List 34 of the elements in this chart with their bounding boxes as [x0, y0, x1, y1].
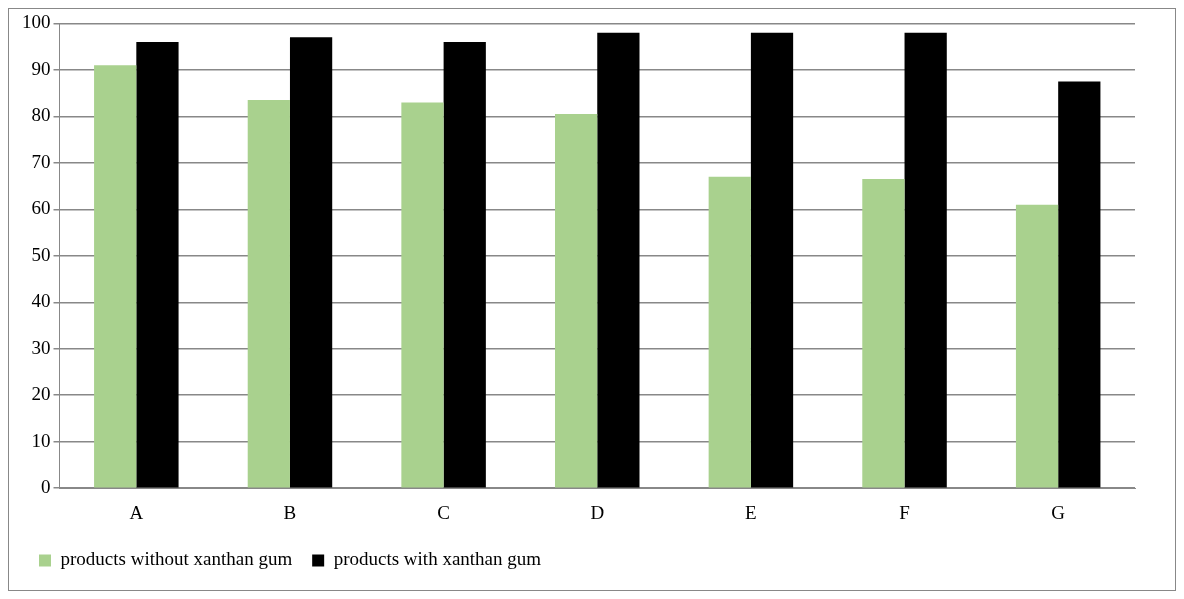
- bar: [1058, 81, 1101, 488]
- y-tick-label: 100: [22, 11, 51, 33]
- y-tick-label: 30: [31, 336, 51, 358]
- y-tick-label: 0: [41, 476, 51, 498]
- bar: [1015, 204, 1059, 488]
- y-tick-label: 70: [31, 150, 51, 172]
- x-tick-label: G: [1051, 501, 1066, 523]
- bar: [94, 65, 137, 488]
- bar: [597, 32, 640, 488]
- y-tick-label: 20: [31, 383, 51, 405]
- y-tick-label: 90: [31, 57, 51, 79]
- bar: [136, 41, 179, 488]
- x-tick-label: C: [437, 501, 450, 523]
- y-tick-label: 80: [31, 104, 51, 126]
- bar: [708, 176, 751, 488]
- y-tick-label: 10: [31, 429, 51, 451]
- x-tick-label: D: [590, 501, 605, 523]
- bar: [750, 32, 794, 488]
- bar: [443, 41, 486, 488]
- bar: [555, 114, 598, 488]
- x-tick-label: B: [283, 501, 297, 523]
- bar: [904, 32, 947, 488]
- legend-label: products without xanthan gum: [60, 548, 293, 570]
- x-tick-label: F: [899, 501, 910, 523]
- x-tick-label: A: [129, 501, 144, 523]
- bar: [289, 37, 333, 488]
- bar: [401, 102, 444, 488]
- legend-label: products with xanthan gum: [333, 548, 542, 570]
- y-tick-label: 50: [31, 243, 51, 265]
- bar: [247, 100, 290, 488]
- x-tick-label: E: [745, 501, 757, 523]
- y-tick-label: 60: [31, 197, 51, 219]
- y-tick-label: 40: [31, 290, 51, 312]
- bar: [862, 179, 905, 488]
